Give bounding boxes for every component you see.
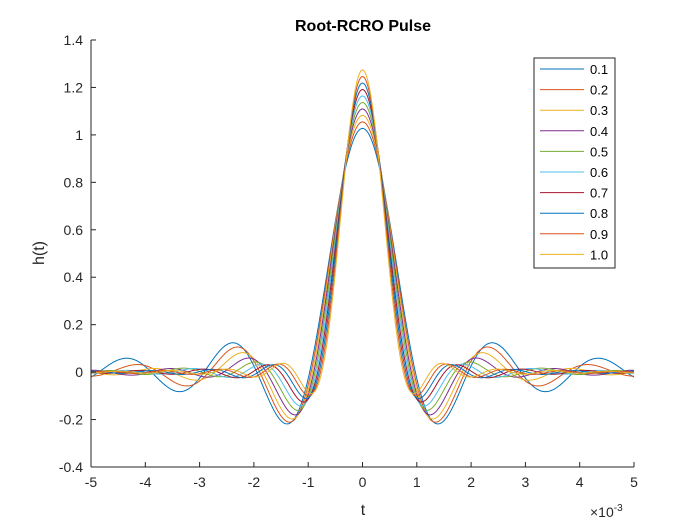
legend: 0.1 0.2 0.3 0.4 0.5 0.6 0.7 0.8 0.9 1.0 [533,57,616,269]
legend-box [533,57,616,269]
y-axis-label: h(t) [31,241,48,265]
x-axis-exponent-base: ×10 [590,504,614,520]
plot-lines [90,69,635,425]
x-tick-label: 5 [630,474,638,490]
x-axis-exponent: ×10-3 [590,503,623,520]
y-tick-label: 1 [75,127,83,143]
series-line-0.2 [90,121,635,423]
y-tick-label: -0.2 [59,412,83,428]
y-tick-label: 0.6 [64,222,84,238]
legend-entry-0.7: 0.7 [590,186,608,201]
x-ticks: -5 -4 -3 -2 -1 0 1 2 3 4 5 [85,462,638,490]
y-tick-label: -0.4 [59,459,83,475]
y-tick-label: 1.2 [64,79,84,95]
series-line-0.5 [90,101,635,411]
y-tick-label: 1.4 [64,32,84,48]
x-axis-exponent-power: -3 [614,503,623,514]
legend-entry-0.9: 0.9 [590,227,608,242]
y-tick-label: 0.2 [64,317,84,333]
y-tick-label: 0.8 [64,174,84,190]
x-tick-label: -4 [139,474,152,490]
x-tick-label: 4 [576,474,584,490]
series-line-1.0 [91,69,634,394]
legend-entry-1.0: 1.0 [590,247,608,262]
legend-entry-0.2: 0.2 [590,83,608,98]
x-tick-label: 0 [359,474,367,490]
legend-entry-0.5: 0.5 [590,144,608,159]
series-line-0.1 [90,127,635,425]
series-line-0.8 [91,82,634,400]
x-tick-label: -5 [85,474,98,490]
x-tick-label: 3 [522,474,530,490]
x-tick-label: -2 [248,474,261,490]
legend-entry-0.3: 0.3 [590,103,608,118]
series-line-0.9 [90,76,635,397]
x-tick-label: -3 [193,474,206,490]
y-tick-label: 0.4 [64,269,84,285]
legend-entry-0.1: 0.1 [590,62,608,77]
x-axis-label: t [361,502,366,519]
chart-title: Root-RCRO Pulse [295,18,431,35]
y-tick-label: 0 [75,364,83,380]
series-line-0.6 [91,95,634,407]
series-line-0.3 [90,114,635,420]
x-tick-label: 1 [413,474,421,490]
x-tick-label: 2 [467,474,475,490]
legend-entry-0.6: 0.6 [590,165,608,180]
legend-entry-0.8: 0.8 [590,206,608,221]
legend-entry-0.4: 0.4 [590,124,608,139]
x-tick-label: -1 [302,474,315,490]
y-ticks: -0.4 -0.2 0 0.2 0.4 0.6 0.8 1 1.2 1.4 [59,32,96,475]
